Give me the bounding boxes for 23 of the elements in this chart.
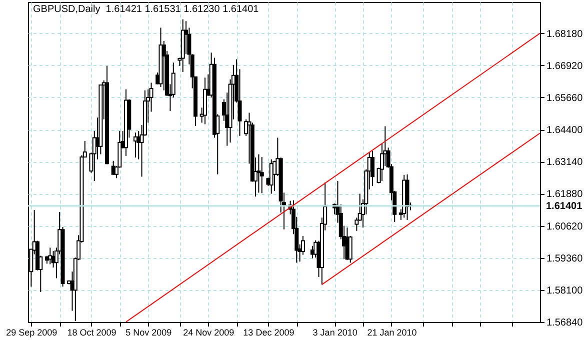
x-tick-label: 18 Oct 2009: [67, 328, 116, 338]
y-tick-label: 1.65660: [546, 92, 584, 104]
x-tick-label: 3 Jan 2010: [312, 328, 358, 338]
y-tick-label: 1.56840: [546, 318, 584, 328]
candlestick: [348, 235, 352, 264]
y-tick-label: 1.68180: [546, 28, 584, 40]
y-tick-label: 1.66920: [546, 60, 584, 72]
y-tick-label: 1.63140: [546, 157, 584, 168]
y-tick-label: 1.60620: [546, 221, 584, 232]
candlestick: [370, 150, 374, 187]
x-tick-label: 5 Nov 2009: [126, 328, 172, 338]
y-tick-label: 1.61880: [546, 189, 584, 200]
y-tick-label: 1.58100: [546, 285, 584, 296]
y-tick-label: 1.59360: [546, 253, 584, 264]
x-tick-label: 13 Dec 2009: [243, 328, 294, 338]
y-tick-label: 1.64400: [546, 125, 584, 136]
ref-line-label: 1.61401: [546, 200, 583, 212]
chart-title: GBPUSD,Daily 1.61421 1.61531 1.61230 1.61401: [33, 4, 259, 15]
candlestick: [256, 154, 261, 194]
x-tick-label: 29 Sep 2009: [6, 328, 58, 338]
candlestick: [260, 156, 264, 194]
x-tick-label: 24 Nov 2009: [183, 328, 234, 338]
x-tick-label: 21 Jan 2010: [367, 328, 417, 338]
